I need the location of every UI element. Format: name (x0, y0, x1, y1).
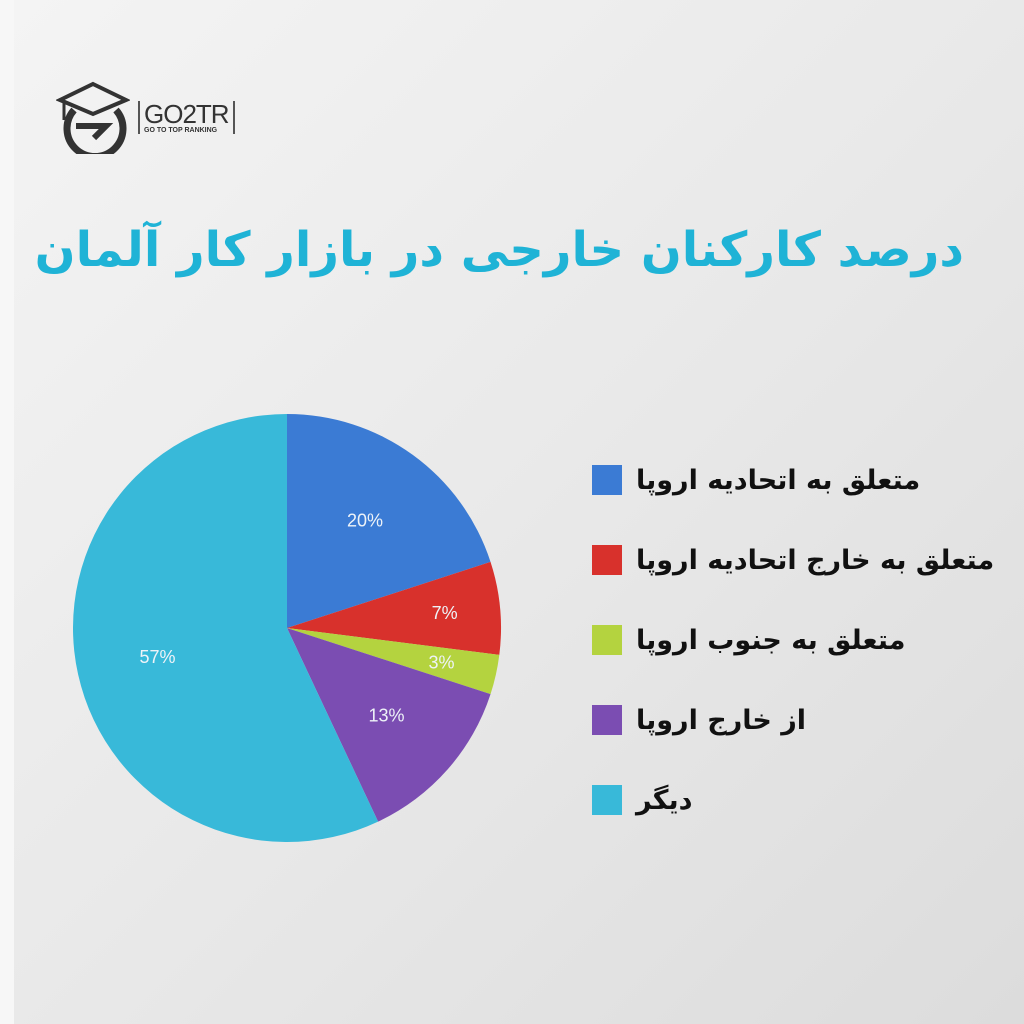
pie-slice (287, 561, 501, 655)
logo-wordmark: GO2TR (144, 98, 230, 129)
pie-slice (287, 628, 500, 695)
pie-slice (287, 414, 491, 628)
pie-slice (72, 414, 379, 842)
legend-swatch (592, 545, 622, 575)
legend-label: دیگر (636, 784, 693, 816)
legend-item: متعلق به اتحادیه اروپا (592, 440, 1012, 520)
legend-swatch (592, 465, 622, 495)
slice-data-label: 3% (429, 653, 455, 673)
legend-swatch (592, 625, 622, 655)
page-edge (0, 0, 14, 1024)
graduation-cap-logo-icon (56, 81, 130, 154)
legend-item: متعلق به خارج اتحادیه اروپا (592, 520, 1012, 600)
legend-label: متعلق به جنوب اروپا (636, 624, 906, 656)
legend-swatch (592, 785, 622, 815)
go2tr-logo: GO2TR GO TO TOP RANKING (56, 80, 235, 154)
slice-data-label: 57% (139, 647, 175, 667)
legend-label: از خارج اروپا (636, 704, 807, 736)
slice-data-label: 7% (432, 603, 458, 623)
legend-swatch (592, 705, 622, 735)
legend-item: متعلق به جنوب اروپا (592, 600, 1012, 680)
legend-item: دیگر (592, 760, 1012, 840)
slice-data-label: 13% (369, 706, 405, 726)
legend-label: متعلق به اتحادیه اروپا (636, 464, 921, 496)
chart-title: درصد کارکنان خارجی در بازار کار آلمان (34, 222, 964, 278)
slice-data-label: 20% (347, 511, 383, 531)
legend-item: از خارج اروپا (592, 680, 1012, 760)
pie-slice (287, 628, 491, 822)
logo-tagline: GO TO TOP RANKING (144, 126, 218, 134)
legend-label: متعلق به خارج اتحادیه اروپا (636, 544, 995, 576)
legend: متعلق به اتحادیه اروپا متعلق به خارج اتحا… (592, 440, 1012, 840)
